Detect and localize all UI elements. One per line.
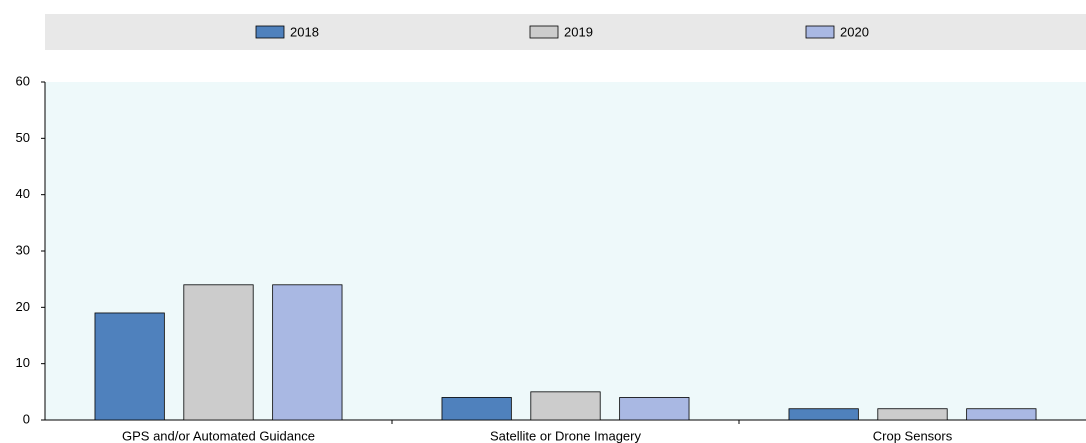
y-tick-label: 20 [16, 299, 30, 314]
x-tick-label: Crop Sensors [873, 428, 953, 443]
y-tick-label: 10 [16, 355, 30, 370]
legend-label: 2018 [290, 24, 319, 39]
legend-swatch [805, 25, 835, 39]
y-tick-label: 50 [16, 130, 30, 145]
bar [94, 312, 165, 421]
bar [272, 284, 343, 421]
y-tick-label: 0 [23, 411, 30, 426]
bar [788, 408, 859, 421]
legend-band [45, 14, 1086, 50]
legend-label: 2019 [564, 24, 593, 39]
legend-swatch [529, 25, 559, 39]
y-tick-label: 60 [16, 73, 30, 88]
bar [441, 397, 512, 421]
x-tick-label: GPS and/or Automated Guidance [122, 428, 315, 443]
bar [619, 397, 690, 421]
bar [877, 408, 948, 421]
bar [530, 391, 601, 421]
y-tick-label: 40 [16, 186, 30, 201]
bar [183, 284, 254, 421]
legend-label: 2020 [840, 24, 869, 39]
legend-swatch [255, 25, 285, 39]
bar [966, 408, 1037, 421]
y-tick-label: 30 [16, 242, 30, 257]
x-tick-label: Satellite or Drone Imagery [490, 428, 642, 443]
